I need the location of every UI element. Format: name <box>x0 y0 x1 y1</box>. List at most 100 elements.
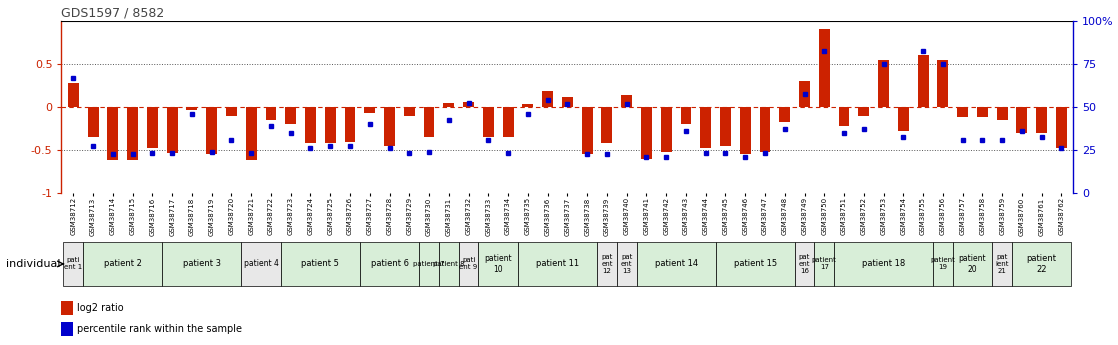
FancyBboxPatch shape <box>617 241 636 286</box>
Bar <box>325 107 335 143</box>
Bar <box>1036 107 1048 133</box>
Bar <box>799 81 809 107</box>
Bar <box>957 107 968 117</box>
FancyBboxPatch shape <box>162 241 241 286</box>
Bar <box>107 107 119 160</box>
Text: patient 2: patient 2 <box>104 259 142 268</box>
Bar <box>601 107 613 143</box>
Bar <box>1016 107 1027 133</box>
Text: pati
ent 9: pati ent 9 <box>459 257 477 270</box>
Text: patient 6: patient 6 <box>370 259 408 268</box>
Bar <box>977 107 988 117</box>
Text: patient 11: patient 11 <box>536 259 579 268</box>
Bar <box>404 107 415 116</box>
FancyBboxPatch shape <box>636 241 716 286</box>
Bar <box>61 301 73 315</box>
Bar <box>187 107 198 110</box>
Bar <box>344 107 356 142</box>
Bar <box>483 107 494 137</box>
FancyBboxPatch shape <box>360 241 419 286</box>
Bar <box>859 107 869 116</box>
Bar <box>720 107 731 146</box>
Text: patient 3: patient 3 <box>183 259 220 268</box>
Text: pat
ent
13: pat ent 13 <box>620 254 633 274</box>
Bar <box>522 104 533 107</box>
Text: patient 5: patient 5 <box>302 259 339 268</box>
Text: pat
ient
21: pat ient 21 <box>995 254 1008 274</box>
Bar <box>226 107 237 116</box>
Bar <box>622 95 632 107</box>
FancyBboxPatch shape <box>597 241 617 286</box>
Text: individual: individual <box>6 259 60 269</box>
FancyBboxPatch shape <box>993 241 1012 286</box>
Text: patient
17: patient 17 <box>812 257 836 270</box>
Bar <box>918 55 929 107</box>
Bar <box>937 60 948 107</box>
Bar <box>1057 107 1067 148</box>
Bar <box>661 107 672 152</box>
FancyBboxPatch shape <box>458 241 479 286</box>
FancyBboxPatch shape <box>83 241 162 286</box>
Text: patient 7: patient 7 <box>414 261 445 267</box>
Text: patient 14: patient 14 <box>654 259 698 268</box>
FancyBboxPatch shape <box>953 241 993 286</box>
Bar <box>641 107 652 159</box>
FancyBboxPatch shape <box>64 241 83 286</box>
Text: patient 18: patient 18 <box>862 259 906 268</box>
Bar <box>167 107 178 152</box>
Bar <box>681 107 691 124</box>
Bar <box>206 107 217 155</box>
Text: patient 15: patient 15 <box>733 259 777 268</box>
Text: patient
10: patient 10 <box>484 254 512 274</box>
FancyBboxPatch shape <box>1012 241 1071 286</box>
Bar <box>364 107 376 113</box>
Text: patient
20: patient 20 <box>958 254 986 274</box>
FancyBboxPatch shape <box>716 241 795 286</box>
Text: log2 ratio: log2 ratio <box>77 303 124 313</box>
Text: pati
ent 1: pati ent 1 <box>64 257 83 270</box>
Bar <box>87 107 98 137</box>
Bar <box>285 107 296 124</box>
Text: percentile rank within the sample: percentile rank within the sample <box>77 324 243 334</box>
FancyBboxPatch shape <box>419 241 439 286</box>
Bar <box>759 107 770 152</box>
Bar <box>266 107 276 120</box>
FancyBboxPatch shape <box>814 241 834 286</box>
FancyBboxPatch shape <box>439 241 458 286</box>
Bar <box>838 107 850 126</box>
FancyBboxPatch shape <box>281 241 360 286</box>
Text: pat
ent
12: pat ent 12 <box>601 254 613 274</box>
Bar <box>700 107 711 148</box>
FancyBboxPatch shape <box>795 241 814 286</box>
Bar <box>878 60 889 107</box>
Text: patient
22: patient 22 <box>1026 254 1057 274</box>
Bar <box>146 107 158 148</box>
FancyBboxPatch shape <box>241 241 281 286</box>
Bar <box>444 103 454 107</box>
Text: patient 4: patient 4 <box>244 259 278 268</box>
Text: pat
ent
16: pat ent 16 <box>798 254 811 274</box>
Bar <box>61 322 73 336</box>
Text: patient
19: patient 19 <box>930 257 955 270</box>
Bar <box>385 107 395 146</box>
Bar <box>997 107 1007 120</box>
Bar <box>503 107 513 137</box>
Text: patient 8: patient 8 <box>433 261 465 267</box>
Bar <box>562 97 572 107</box>
FancyBboxPatch shape <box>479 241 518 286</box>
Bar <box>424 107 435 137</box>
Text: GDS1597 / 8582: GDS1597 / 8582 <box>61 7 164 20</box>
FancyBboxPatch shape <box>934 241 953 286</box>
Bar <box>127 107 138 160</box>
Bar <box>581 107 593 155</box>
Bar <box>246 107 257 160</box>
Bar <box>779 107 790 122</box>
Bar <box>542 91 553 107</box>
Bar <box>463 102 474 107</box>
Bar <box>68 83 78 107</box>
Bar <box>740 107 750 155</box>
Bar <box>305 107 316 143</box>
FancyBboxPatch shape <box>518 241 597 286</box>
Bar <box>898 107 909 131</box>
Bar <box>818 29 830 107</box>
